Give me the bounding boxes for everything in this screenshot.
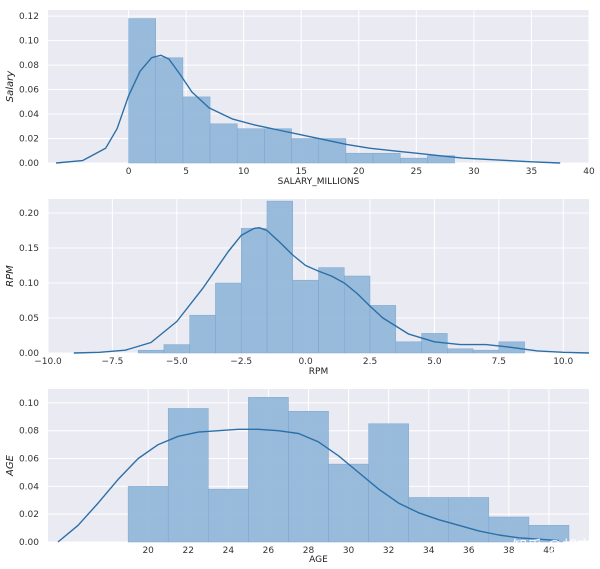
histogram-bar <box>372 152 401 164</box>
chart-panel-3: 0.00 0.02 0.04 0.06 0.08 0.10 20 22 24 26 28 30 32 34… <box>5 389 589 565</box>
x-tick-label: 10.0 <box>553 357 573 367</box>
histogram-bar <box>345 152 374 164</box>
histogram-bar <box>155 57 184 164</box>
x-tick-label: 5.0 <box>427 357 442 367</box>
histogram-bar <box>288 411 329 543</box>
x-tick-label: 26 <box>263 546 275 556</box>
kde-curve <box>56 54 561 164</box>
y-tick-label: 0.02 <box>19 135 39 145</box>
x-tick-label: −7.5 <box>101 357 123 367</box>
y-tick-label: 0.08 <box>19 61 39 71</box>
chart-panel-1: 0.00 0.02 0.04 0.06 0.08 0.10 0.12 0 5 10 15 20 25 30… <box>5 10 595 187</box>
y-tick-label: 0.00 <box>19 349 39 359</box>
y-tick-label: 0.10 <box>19 399 39 409</box>
x-tick-label: 5 <box>183 167 189 177</box>
y-tick-label: 0.08 <box>19 427 39 437</box>
histogram-bar <box>395 341 422 354</box>
x-tick-label: 15 <box>296 167 307 177</box>
histogram-bar <box>163 344 190 354</box>
y-tick-label: 0.00 <box>19 538 39 548</box>
kde-curve <box>73 226 590 354</box>
x-tick-label: 36 <box>463 546 475 556</box>
histogram-bar <box>236 128 265 164</box>
y-tick-label: 0.04 <box>19 110 39 120</box>
x-tick-label: 25 <box>411 167 422 177</box>
histogram-bar <box>408 497 449 543</box>
y-tick-label: 0.10 <box>19 279 39 289</box>
x-tick-label: 40 <box>583 167 595 177</box>
x-axis-label: RPM <box>309 367 328 377</box>
y-tick-label: 0.06 <box>19 86 39 96</box>
x-tick-label: 7.5 <box>492 357 506 367</box>
y-tick-label: 0.15 <box>19 244 39 254</box>
x-tick-label: 30 <box>343 546 355 556</box>
x-tick-label: 2.5 <box>363 357 377 367</box>
histogram-bar <box>399 157 428 164</box>
histogram-bar <box>248 397 289 543</box>
histogram-bar <box>167 408 209 543</box>
x-tick-label: −10.0 <box>34 357 62 367</box>
histogram-bar <box>528 525 570 543</box>
histogram-bar <box>182 96 211 164</box>
x-tick-label: 10 <box>238 167 250 177</box>
x-tick-label: 0 <box>126 167 132 177</box>
watermark-text: 知乎 @胡言 <box>512 537 592 555</box>
y-tick-label: 0.02 <box>19 510 39 520</box>
histogram-bar <box>209 123 238 164</box>
x-tick-label: 0.0 <box>298 357 313 367</box>
y-tick-label: 0.04 <box>19 482 39 492</box>
x-tick-label: −5.0 <box>166 357 188 367</box>
x-tick-label: 20 <box>353 167 365 177</box>
histogram-bar <box>208 488 249 543</box>
x-axis-label: AGE <box>309 555 328 565</box>
histogram-bar <box>368 423 409 543</box>
y-tick-label: 0.00 <box>19 159 39 169</box>
histogram-bar <box>448 497 490 543</box>
x-tick-label: 40 <box>543 546 555 556</box>
x-tick-label: 34 <box>423 546 435 556</box>
y-tick-label: 0.10 <box>19 37 39 47</box>
x-tick-label: −2.5 <box>230 357 252 367</box>
histogram-bar <box>127 486 169 543</box>
x-tick-label: 28 <box>303 546 315 556</box>
histogram-bar <box>264 128 292 164</box>
y-axis-label: RPM <box>5 265 16 287</box>
x-axis-label: SALARY_MILLIONS <box>278 177 360 187</box>
y-tick-label: 0.06 <box>19 455 39 465</box>
y-axis-label: AGE <box>5 454 16 477</box>
chart-panel-2: 0.00 0.05 0.10 0.15 0.20 −10.0 −7.5 −5.0 −2.5 0.0… <box>5 199 590 377</box>
histogram-bar <box>447 348 474 354</box>
histogram-bar <box>292 279 319 354</box>
x-tick-label: 20 <box>142 546 154 556</box>
histogram-bar <box>189 314 216 354</box>
histogram-bar <box>291 138 319 164</box>
histogram-bar <box>215 282 242 354</box>
x-tick-label: 35 <box>526 167 537 177</box>
y-tick-label: 0.05 <box>19 314 39 324</box>
histogram-bar <box>137 349 165 354</box>
x-tick-label: 38 <box>503 546 515 556</box>
histogram-bar <box>128 18 156 164</box>
x-tick-label: 24 <box>223 546 235 556</box>
x-tick-label: 22 <box>183 546 194 556</box>
y-tick-label: 0.20 <box>19 209 39 219</box>
y-axis-label: Salary <box>5 70 16 102</box>
histogram-bar <box>369 305 397 354</box>
histogram-bar <box>318 138 347 164</box>
histogram-bar <box>344 275 371 354</box>
histogram-bar <box>472 349 500 354</box>
histogram-bar <box>266 200 293 354</box>
histogram-bar <box>240 228 268 354</box>
y-tick-label: 0.12 <box>19 12 39 22</box>
x-tick-label: 32 <box>383 546 394 556</box>
histogram-bar <box>318 267 345 354</box>
kde-curve <box>57 428 559 543</box>
x-tick-label: 30 <box>468 167 480 177</box>
